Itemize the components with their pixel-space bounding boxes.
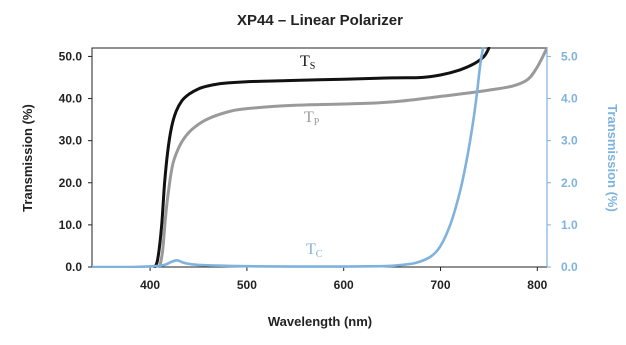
y-tick-label: 50.0: [59, 49, 83, 63]
x-tick-label: 700: [430, 278, 450, 292]
x-tick-label: 500: [237, 278, 257, 292]
series-line-tp: [158, 47, 547, 268]
series-lines: [92, 47, 547, 268]
x-axis-title: Wavelength (nm): [268, 314, 372, 329]
x-tick-label: 400: [140, 278, 160, 292]
series-label-tc: TC: [306, 241, 323, 260]
y2-tick-label: 3.0: [561, 134, 578, 148]
series-labels: TS TP TC: [300, 53, 323, 260]
series-label-ts: TS: [300, 53, 315, 72]
y-tick-label: 30.0: [59, 134, 83, 148]
y2-tick-label: 2.0: [561, 176, 578, 190]
series-label-tp: TP: [304, 109, 320, 128]
x-tick-label: 800: [527, 278, 547, 292]
y2-tick-label: 5.0: [561, 49, 578, 63]
y-axis-title: Transmission (%): [20, 104, 35, 212]
left-axis: 0.0 10.0 20.0 30.0 40.0 50.0: [59, 49, 92, 274]
x-tick-label: 600: [334, 278, 354, 292]
y2-tick-label: 1.0: [561, 218, 578, 232]
y-tick-label: 10.0: [59, 218, 83, 232]
series-line-ts: [153, 47, 491, 268]
y2-tick-label: 4.0: [561, 92, 578, 106]
y-tick-label: 0.0: [65, 260, 82, 274]
chart-title: XP44 – Linear Polarizer: [237, 12, 403, 29]
right-axis: 0.0 1.0 2.0 3.0 4.0 5.0: [547, 49, 578, 274]
series-line-tc: [92, 47, 485, 268]
y2-tick-label: 0.0: [561, 260, 578, 274]
y-tick-label: 40.0: [59, 92, 83, 106]
x-axis: 400 500 600 700 800: [140, 267, 548, 292]
y2-axis-title: Transmission (%): [605, 104, 620, 212]
y-tick-label: 20.0: [59, 176, 83, 190]
